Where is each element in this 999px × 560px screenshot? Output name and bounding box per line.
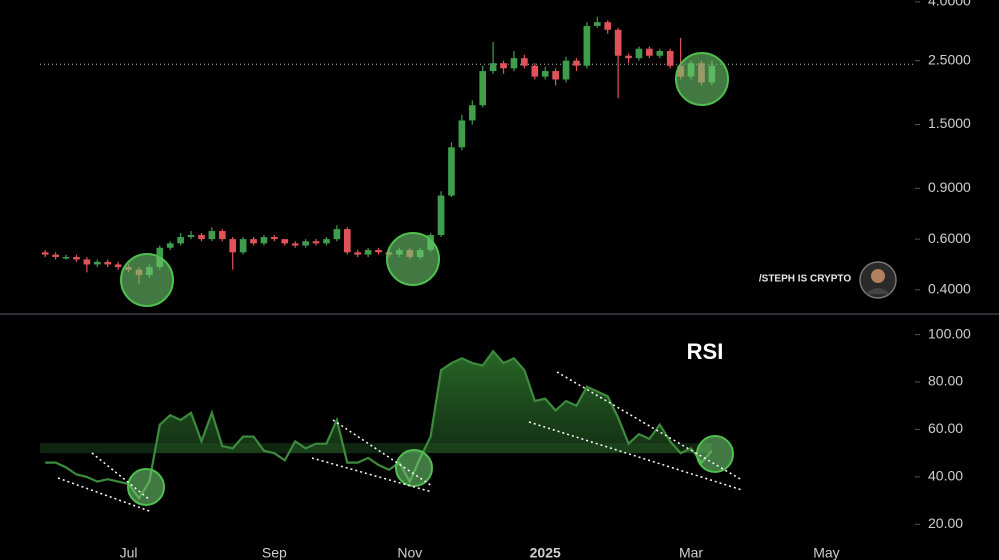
candle-body	[281, 239, 289, 244]
candle-body	[343, 229, 351, 253]
candle-body	[104, 261, 112, 265]
y-tick-label: 4.0000	[928, 0, 971, 9]
candle-body	[468, 105, 476, 121]
candle-body	[521, 58, 528, 66]
candle-body	[541, 71, 549, 77]
y-tick-label: 40.00	[928, 468, 963, 484]
trend-line	[528, 421, 743, 491]
y-tick-label: 0.9000	[928, 179, 971, 195]
highlights	[120, 52, 734, 506]
x-tick-label: Nov	[397, 545, 422, 560]
rsi-line	[45, 349, 713, 501]
candle-body	[635, 48, 643, 59]
x-tick-label: Mar	[679, 545, 703, 560]
candle-body	[604, 22, 612, 30]
candle-body	[187, 235, 195, 238]
candle-body	[114, 264, 122, 268]
candle-body	[198, 235, 205, 240]
candle-body	[479, 71, 487, 106]
avatar-face	[871, 269, 885, 283]
highlight-circle	[127, 468, 165, 506]
candle-body	[177, 237, 184, 244]
candle-body	[364, 249, 372, 255]
candle-body	[583, 25, 591, 66]
candle-body	[260, 237, 268, 244]
candle-body	[166, 243, 174, 248]
candle-body	[510, 58, 518, 69]
candle-body	[573, 60, 580, 66]
candle-body	[93, 261, 101, 265]
y-tick-label: 60.00	[928, 420, 963, 436]
candle-body	[500, 63, 507, 69]
x-tick-label: 2025	[530, 545, 561, 560]
candle-body	[208, 231, 216, 240]
y-tick-label: 1.5000	[928, 115, 971, 131]
candle-body	[333, 229, 341, 240]
rsi-title: RSI	[687, 339, 724, 364]
highlight-circle	[696, 435, 734, 473]
watermark: /STEPH IS CRYPTO	[759, 274, 851, 285]
trend-line	[556, 371, 743, 481]
candle-body	[437, 195, 445, 236]
candle-body	[375, 249, 382, 253]
x-tick-label: Jul	[120, 545, 138, 560]
candle-body	[302, 241, 309, 246]
y-tick-label: 20.00	[928, 515, 963, 531]
candle-body	[625, 55, 632, 59]
candle-body	[562, 60, 570, 80]
highlight-circle	[395, 449, 433, 487]
candle-body	[271, 237, 278, 240]
candle-body	[229, 239, 237, 253]
candle-body	[52, 254, 59, 258]
candle-body	[62, 257, 70, 259]
trend-line	[57, 477, 153, 513]
avatar-body	[866, 288, 890, 294]
highlight-circle	[120, 253, 174, 307]
candle-body	[458, 120, 466, 148]
candle-body	[593, 22, 601, 26]
candle-body	[646, 48, 653, 56]
candle-body	[354, 252, 362, 255]
y-tick-label: 2.5000	[928, 51, 971, 67]
candle-body	[83, 259, 91, 265]
rsi-area	[154, 351, 712, 454]
candle-body	[323, 239, 330, 244]
candle-body	[239, 239, 247, 253]
candle-body	[666, 51, 674, 66]
candle-body	[41, 252, 49, 255]
trend-line	[311, 457, 433, 493]
candle-body	[312, 241, 320, 244]
y-tick-label: 100.00	[928, 325, 971, 341]
x-tick-label: May	[813, 545, 839, 560]
y-tick-label: 0.6000	[928, 230, 971, 246]
candle-body	[656, 51, 664, 56]
candle-body	[250, 239, 257, 244]
candle-body	[614, 29, 622, 56]
candle-body	[218, 231, 226, 240]
candle-body	[291, 243, 299, 246]
y-tick-label: 0.4000	[928, 281, 971, 297]
y-tick-label: 80.00	[928, 373, 963, 389]
candle-body	[73, 257, 80, 260]
x-tick-label: Sep	[262, 545, 287, 560]
highlight-circle	[386, 232, 440, 286]
highlight-circle	[675, 52, 729, 106]
trend-lines	[57, 371, 743, 513]
avatar	[859, 261, 897, 299]
candle-body	[531, 65, 539, 77]
candle-body	[448, 147, 455, 196]
candle-body	[489, 63, 497, 72]
candle-body	[552, 71, 559, 80]
